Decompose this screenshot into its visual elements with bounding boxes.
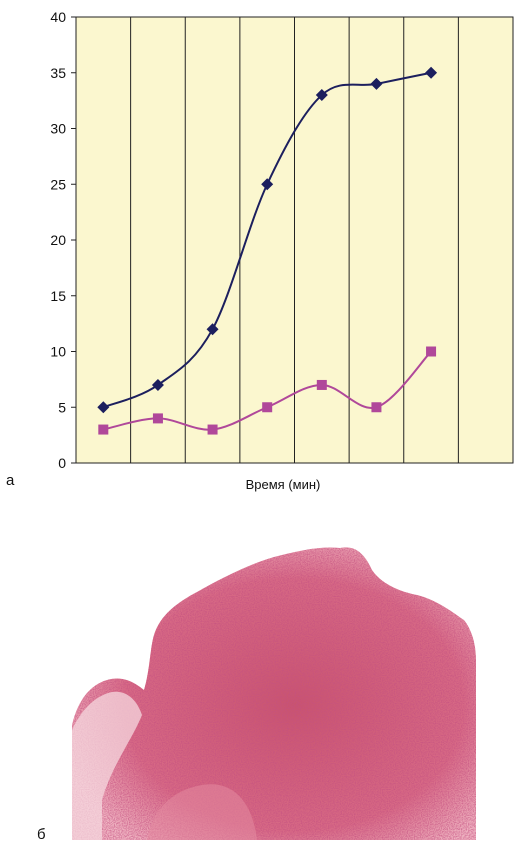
series-1	[97, 66, 438, 414]
y-tick-label: 10	[50, 344, 66, 360]
y-tick-label: 5	[58, 399, 66, 415]
series-2	[98, 346, 437, 435]
data-point	[152, 413, 163, 424]
y-tick-label: 0	[58, 455, 66, 471]
data-point	[370, 77, 383, 90]
data-point	[261, 178, 274, 191]
y-tick-label: 25	[50, 176, 66, 192]
data-point	[425, 66, 438, 79]
data-point	[98, 424, 109, 435]
data-point	[371, 402, 382, 413]
y-tick-label: 15	[50, 288, 66, 304]
data-point	[426, 346, 437, 357]
y-tick-label: 40	[50, 9, 66, 25]
x-axis-label: Время (мин)	[246, 477, 321, 492]
data-point	[262, 402, 273, 413]
vertical-gridlines	[130, 17, 459, 463]
data-point	[97, 401, 110, 414]
panel-label-a: а	[6, 472, 15, 489]
data-point	[151, 378, 164, 391]
line-chart: 0 5 10 15 20 25 30 35 40 Время (мин)	[50, 9, 514, 492]
data-point	[315, 89, 328, 102]
histology-micrograph	[72, 547, 476, 840]
y-tick-labels: 0 5 10 15 20 25 30 35 40	[50, 9, 76, 471]
series-group	[97, 66, 438, 435]
data-point	[206, 323, 219, 336]
data-point	[207, 424, 218, 435]
data-point	[316, 379, 327, 390]
panel-label-b: б	[37, 826, 46, 843]
y-tick-label: 30	[50, 121, 66, 137]
y-tick-label: 20	[50, 232, 66, 248]
y-tick-label: 35	[50, 65, 66, 81]
